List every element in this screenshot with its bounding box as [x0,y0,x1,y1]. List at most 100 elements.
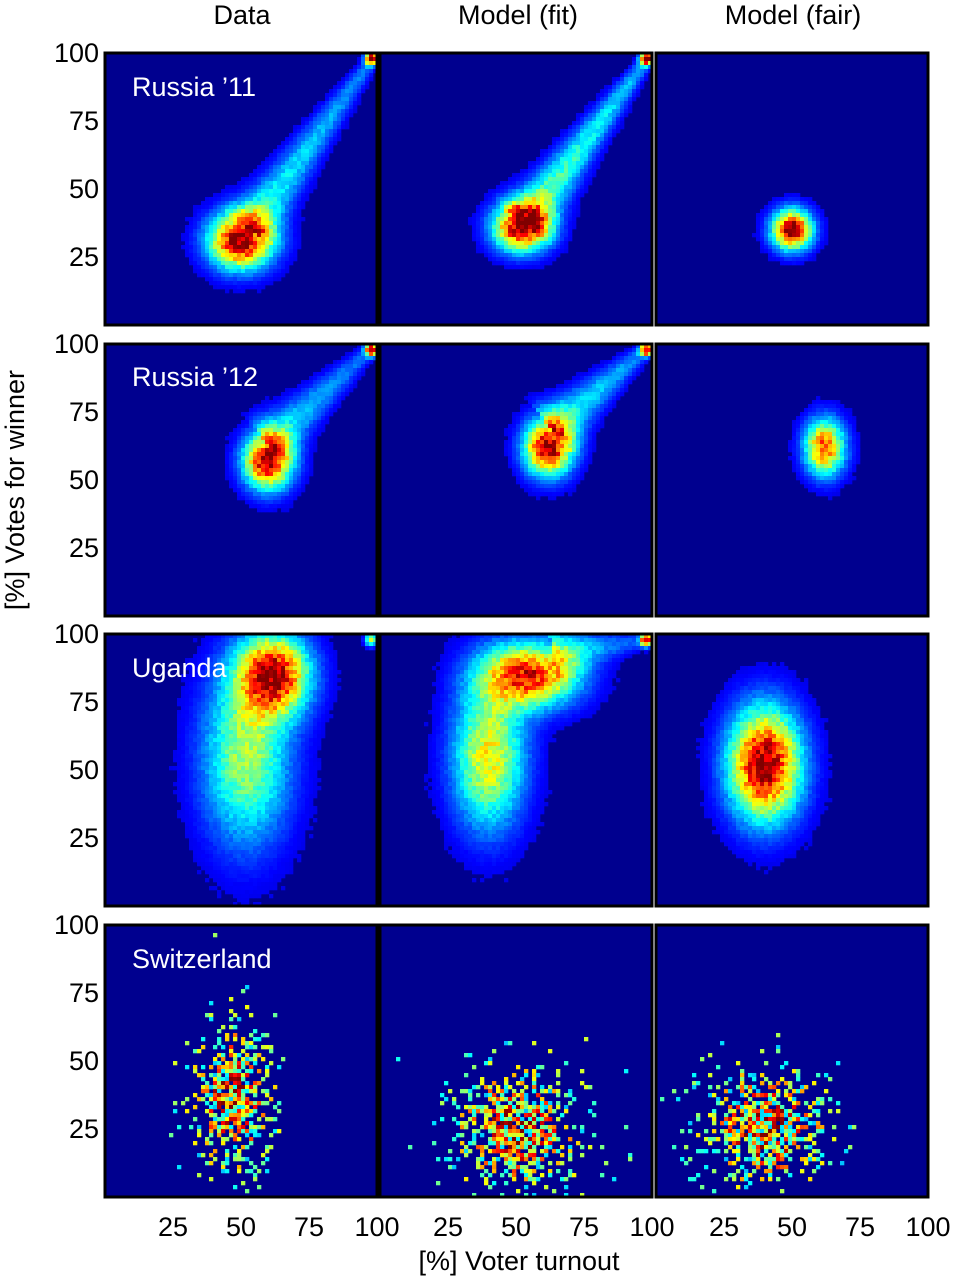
heatmap-cell [281,428,286,433]
heatmap-cell [193,854,198,859]
heatmap-cell [261,400,266,405]
heatmap-cell [572,133,577,138]
heatmap-cell [189,790,194,795]
heatmap-cell [221,886,226,891]
heatmap-cell [349,109,354,114]
heatmap-cell [293,241,298,246]
heatmap-cell [572,201,577,206]
heatmap-cell [508,205,513,210]
heatmap-cell [804,257,809,262]
heatmap-cell [824,480,829,485]
heatmap-cell [241,217,246,222]
heatmap-cell [524,444,529,449]
heatmap-cell [257,436,262,441]
heatmap-cell [297,480,302,485]
heatmap-cell [804,440,809,445]
heatmap-cell [548,177,553,182]
heatmap-cell [285,400,290,405]
heatmap-cell [532,440,537,445]
heatmap-cell [213,233,218,238]
heatmap-cell [325,109,330,114]
heatmap-cell [516,257,521,262]
heatmap-cell [241,758,246,763]
heatmap-cell [572,149,577,154]
heatmap-cell [516,480,521,485]
heatmap-cell [576,384,581,389]
heatmap-cell [325,404,330,409]
heatmap-cell [832,416,837,421]
heatmap-cell [520,185,525,190]
heatmap-cell [540,404,545,409]
heatmap-cell [201,786,206,791]
heatmap-cell [560,428,565,433]
heatmap-cell [552,484,557,489]
heatmap-cell [788,456,793,461]
heatmap-cell [548,428,553,433]
heatmap-cell [309,157,314,162]
heatmap-cell [233,241,238,246]
heatmap-cell [241,448,246,453]
heatmap-cell [289,468,294,473]
heatmap-cell [756,213,761,218]
heatmap-cell [600,137,605,142]
heatmap-cell [269,225,274,230]
heatmap-cell [205,646,210,651]
heatmap-cell [245,436,250,441]
heatmap-cell [548,476,553,481]
heatmap-cell [253,173,258,178]
heatmap-panels [103,51,930,1199]
heatmap-cell [309,137,314,142]
heatmap-cell [241,774,246,779]
heatmap-cell [640,360,645,365]
heatmap-cell [588,380,593,385]
heatmap-cell [301,129,306,134]
heatmap-cell [261,416,266,421]
heatmap-cell [325,93,330,98]
heatmap-cell [301,412,306,417]
heatmap-cell [241,834,246,839]
heatmap-cell [353,101,358,106]
heatmap-cell [576,157,581,162]
heatmap-cell [269,197,274,202]
heatmap-cell [237,273,242,278]
heatmap-cell [552,173,557,178]
heatmap-cell [313,424,318,429]
heatmap-cell [588,129,593,134]
heatmap-cell [628,93,633,98]
heatmap-cell [309,161,314,166]
heatmap-cell [584,189,589,194]
heatmap-cell [229,646,234,651]
heatmap-cell [225,798,230,803]
heatmap-cell [273,233,278,238]
heatmap-cell [301,181,306,186]
heatmap-cell [289,420,294,425]
heatmap-cell [269,181,274,186]
heatmap-cell [816,424,821,429]
heatmap-cell [556,488,561,493]
heatmap-cell [209,798,214,803]
heatmap-cell [552,456,557,461]
heatmap-cell [480,205,485,210]
heatmap-cell [353,81,358,86]
heatmap-cell [772,213,777,218]
heatmap-cell [516,197,521,202]
heatmap-cell [217,798,222,803]
heatmap-cell [321,376,326,381]
heatmap-cell [788,249,793,254]
heatmap-cell [788,261,793,266]
heatmap-cell [784,257,789,262]
heatmap-cell [237,786,242,791]
heatmap-cell [325,113,330,118]
heatmap-cell [584,372,589,377]
heatmap-cell [197,225,202,230]
heatmap-cell [792,448,797,453]
heatmap-cell [313,416,318,421]
heatmap-cell [540,169,545,174]
heatmap-cell [305,137,310,142]
heatmap-cell [584,125,589,130]
heatmap-cell [484,249,489,254]
heatmap-cell [189,822,194,827]
heatmap-cell [225,738,230,743]
heatmap-cell [221,698,226,703]
heatmap-cell [496,257,501,262]
